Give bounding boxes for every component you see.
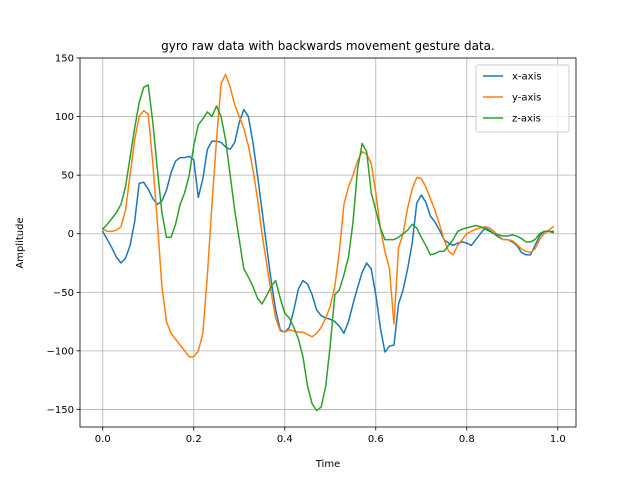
x-tick-label: 0.4 [277, 434, 293, 445]
legend-box [475, 64, 570, 133]
y-tick-label: 0 [68, 229, 74, 240]
x-tick-label: 0.2 [186, 434, 202, 445]
y-tick-label: 100 [55, 112, 74, 123]
legend-label-x-axis: x-axis [512, 72, 542, 83]
x-axis-label: Time [315, 459, 340, 470]
x-ticks: 0.0 0.2 0.4 0.6 0.8 1.0 [95, 427, 566, 445]
x-tick-label: 1.0 [550, 434, 566, 445]
y-tick-label: 150 [55, 54, 74, 65]
legend-label-y-axis: y-axis [512, 93, 541, 104]
series-line-x-axis [101, 108, 554, 353]
y-tick-label: −50 [53, 288, 74, 299]
series-line-y-axis [101, 73, 555, 358]
y-tick-label: 50 [61, 171, 74, 182]
y-axis-label: Amplitude [15, 217, 26, 268]
legend: x-axis y-axis z-axis [475, 64, 570, 133]
x-tick-label: 0.6 [368, 434, 384, 445]
chart-title: gyro raw data with backwards movement ge… [161, 39, 495, 53]
y-tick-label: −100 [47, 346, 74, 357]
x-tick-label: 0.8 [459, 434, 475, 445]
x-tick-label: 0.0 [95, 434, 111, 445]
series-lines [101, 73, 555, 412]
y-tick-label: −150 [47, 405, 74, 416]
y-ticks: −150 −100 −50 0 50 100 150 [47, 54, 80, 416]
legend-label-z-axis: z-axis [512, 114, 541, 125]
plot-frame [79, 57, 577, 428]
series-line-z-axis [101, 84, 555, 412]
